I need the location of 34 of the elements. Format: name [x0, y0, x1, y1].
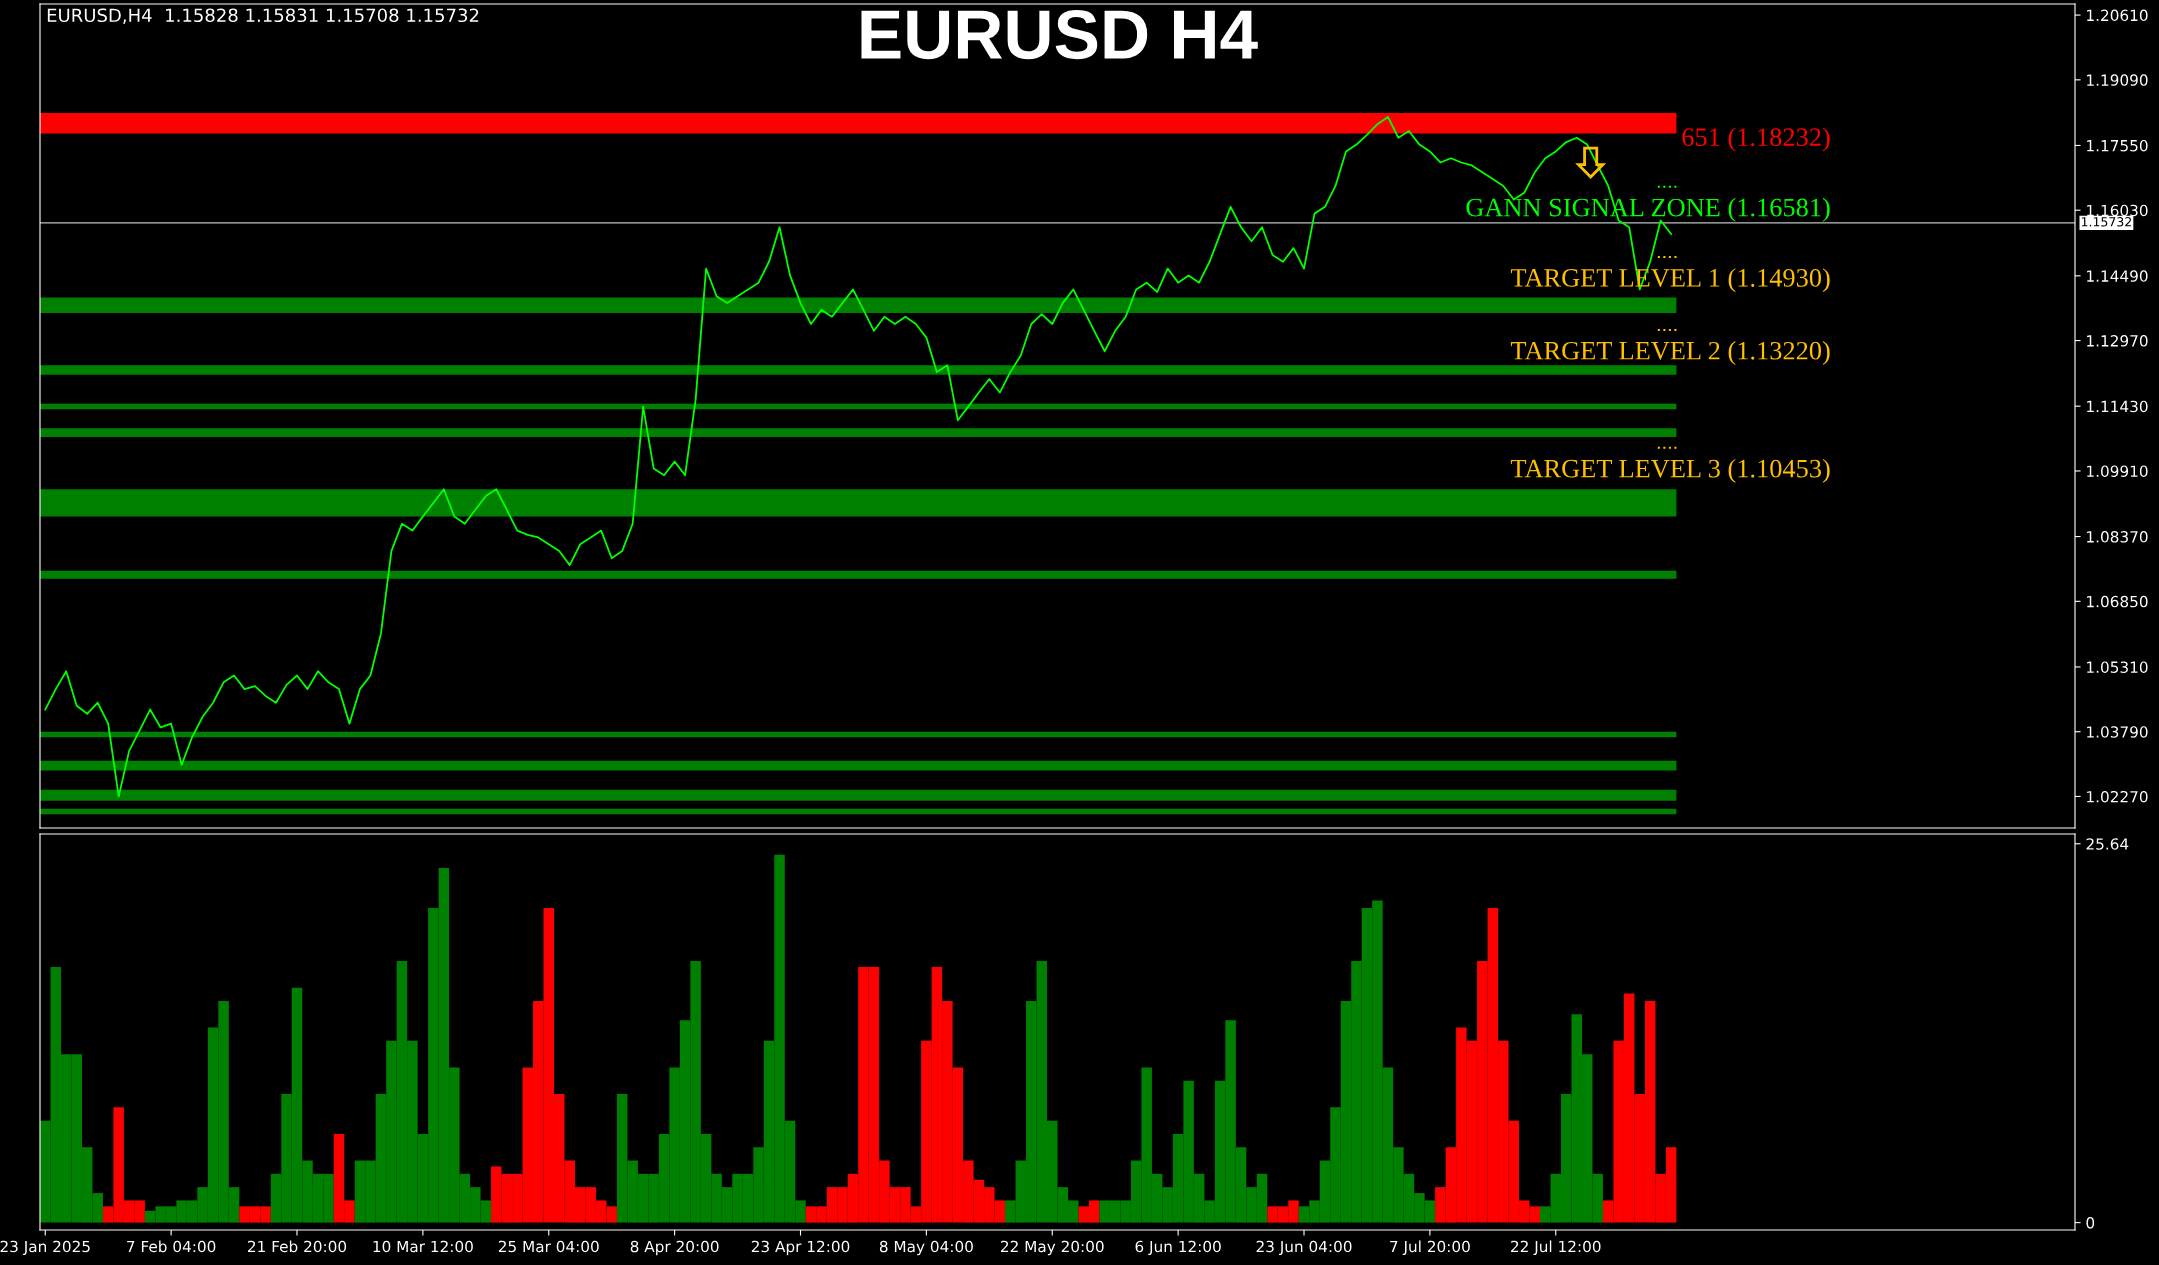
y-tick-label: 1.16030 — [2087, 204, 2148, 217]
y-tick-label: 0 — [2086, 1217, 2095, 1229]
x-tick-label: 23 Apr 12:00 — [751, 1240, 850, 1256]
y-tick-label: 1.14490 — [2087, 270, 2148, 282]
y-tick-label: 1.12970 — [2087, 335, 2148, 347]
x-tick-label: 7 Jul 20:00 — [1390, 1240, 1470, 1256]
y-tick-label: 1.20610 — [2087, 9, 2148, 22]
chart-title: EURUSD H4 — [861, 9, 1258, 60]
y-tick-label: 1.03790 — [2087, 726, 2148, 738]
y-tick-label: 1.11430 — [2087, 400, 2148, 413]
y-tick-label: 1.09910 — [2087, 465, 2148, 477]
x-tick-label: 23 Jun 04:00 — [1256, 1240, 1352, 1256]
x-tick-label: 7 Feb 04:00 — [127, 1240, 216, 1253]
y-tick-label: 1.02270 — [2087, 790, 2148, 803]
x-tick-label: 23 Jan 2025 — [0, 1240, 90, 1256]
x-tick-label: 22 Jul 12:00 — [1511, 1240, 1601, 1256]
ref-line-label: 651 (1.18232) — [1682, 127, 1830, 152]
ref-line-label: TARGET LEVEL 2 (1.13220) — [1510, 341, 1830, 365]
x-tick-label: 25 Mar 04:00 — [498, 1240, 599, 1253]
y-tick-label: 1.06850 — [2087, 595, 2148, 608]
x-tick-label: 21 Feb 20:00 — [248, 1240, 347, 1253]
y-tick-label: 1.08370 — [2087, 531, 2148, 543]
ref-line-label: 1.15732 — [2081, 217, 2131, 227]
y-tick-label: 1.05310 — [2087, 661, 2148, 673]
x-tick-label: 10 Mar 12:00 — [373, 1240, 473, 1253]
y-tick-label: 25.64 — [2086, 838, 2129, 850]
ref-line-label: TARGET LEVEL 3 (1.10453) — [1510, 458, 1830, 483]
x-tick-label: 8 Apr 20:00 — [630, 1240, 719, 1256]
annotation: EURUSD,H4 1.15828 1.15831 1.15708 1.15732 — [47, 8, 479, 24]
y-tick-label: 1.19090 — [2087, 74, 2148, 86]
x-tick-label: 8 May 04:00 — [879, 1240, 973, 1256]
x-tick-label: 22 May 20:00 — [1000, 1240, 1104, 1256]
y-tick-label: 1.17550 — [2087, 139, 2148, 152]
x-tick-label: 6 Jun 12:00 — [1135, 1240, 1221, 1256]
